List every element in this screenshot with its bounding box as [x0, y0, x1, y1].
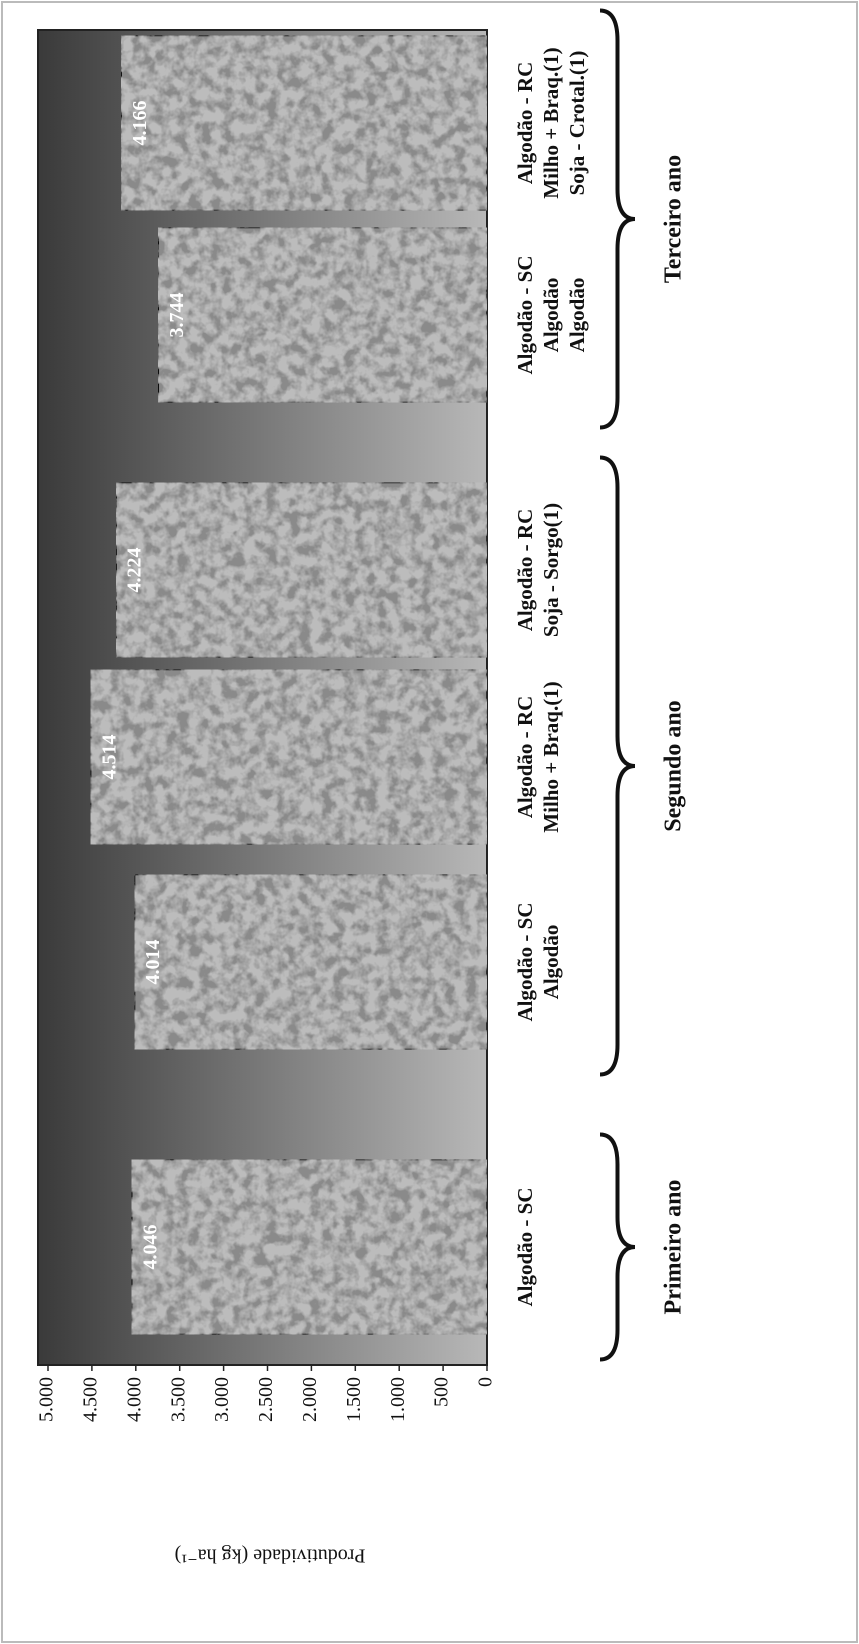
group-brace: [599, 455, 636, 1077]
y-tick-label: 3.000: [211, 1377, 233, 1422]
x-tick-label: Milho + Braq.(1): [539, 681, 563, 832]
x-tick-label: Algodão: [539, 925, 563, 1000]
bar: [131, 1158, 488, 1336]
y-tick-label: 0: [475, 1377, 497, 1387]
y-tick-label: 1.500: [343, 1377, 365, 1422]
bar: [89, 668, 488, 846]
x-tick-label: Algodão - SC: [513, 1187, 537, 1306]
group-brace: [599, 1132, 636, 1362]
x-tick-label: Algodão - SC: [513, 255, 537, 374]
bar: [120, 34, 488, 212]
value-label: 4.514: [98, 735, 120, 780]
y-tick-label: 5.000: [36, 1377, 58, 1422]
y-tick-label: 1.000: [387, 1377, 409, 1422]
x-tick-label: Milho + Braq.(1): [539, 47, 563, 198]
y-tick-label: 500: [431, 1377, 453, 1407]
bar: [115, 481, 488, 659]
value-label: 4.014: [142, 940, 164, 985]
rotated-chart: Produtividade (kg ha⁻¹) 0 500 1.000 1.500 2.…: [36, 8, 687, 1566]
group-label: Primeiro ano: [661, 1180, 687, 1315]
x-tick-label: Algodão: [565, 278, 589, 353]
group-label: Segundo ano: [661, 700, 687, 831]
x-tick-label: Soja - Crotal.(1): [565, 51, 589, 196]
value-label: 4.224: [124, 548, 146, 593]
x-tick-label: Algodão - RC: [513, 62, 537, 185]
x-tick-label: Soja - Sorgo(1): [539, 503, 563, 637]
y-axis-title: Produtividade (kg ha⁻¹): [175, 1544, 366, 1566]
group-brace: [599, 8, 636, 430]
x-tick-label: Algodão - SC: [513, 902, 537, 1021]
group-label: Terceiro ano: [661, 155, 687, 283]
value-label: 4.046: [139, 1225, 161, 1270]
x-tick-label: Algodão - RC: [513, 696, 537, 819]
y-tick-label: 2.500: [255, 1377, 277, 1422]
x-tick-label: Algodão: [539, 278, 563, 353]
x-tick-label: Algodão - RC: [513, 509, 537, 632]
y-tick-label: 4.000: [123, 1377, 145, 1422]
y-tick-label: 2.000: [299, 1377, 321, 1422]
bar: [133, 873, 488, 1051]
y-tick-label: 3.500: [167, 1377, 189, 1422]
y-tick-label: 4.500: [79, 1377, 101, 1422]
value-label: 3.744: [166, 293, 188, 338]
bar: [157, 226, 488, 404]
value-label: 4.166: [129, 101, 151, 146]
